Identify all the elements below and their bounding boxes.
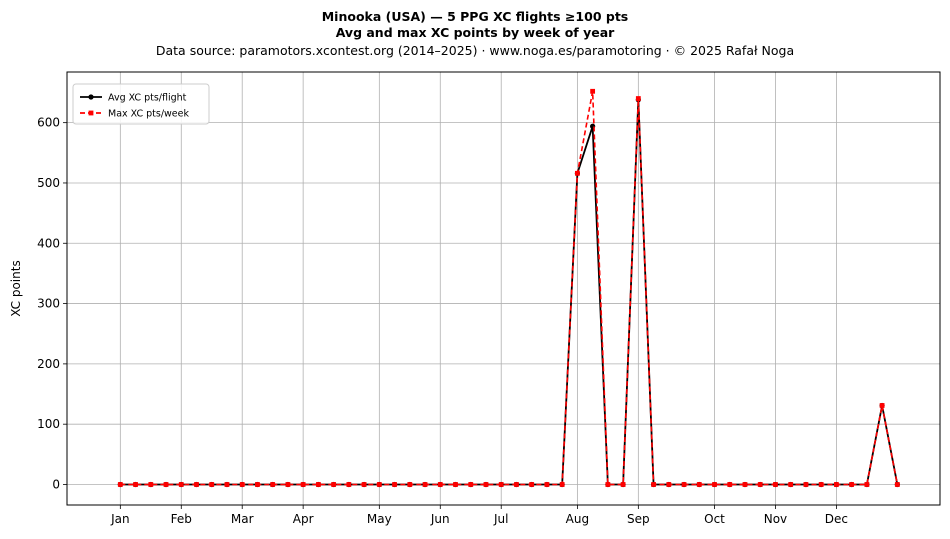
x-tick-label: Aug	[566, 512, 589, 526]
x-tick-label: Jul	[493, 512, 508, 526]
data-point	[361, 482, 367, 487]
data-point	[574, 170, 580, 176]
data-point	[315, 482, 321, 487]
data-point	[514, 482, 519, 487]
chart-title: Minooka (USA) — 5 PPG XC flights ≥100 pt…	[322, 9, 629, 24]
data-point	[163, 482, 169, 487]
data-point	[224, 482, 230, 487]
data-point	[285, 482, 291, 487]
data-point	[833, 482, 839, 487]
data-point	[788, 482, 794, 487]
data-point	[590, 88, 596, 94]
data-point	[148, 482, 154, 487]
series-layer	[117, 88, 900, 488]
y-tick-label: 200	[37, 357, 60, 371]
data-point	[773, 482, 778, 487]
legend-entry: Avg XC pts/flight	[80, 93, 187, 104]
data-point	[681, 482, 687, 487]
data-point	[468, 482, 474, 487]
data-point	[178, 482, 184, 487]
y-tick-label: 400	[37, 236, 60, 250]
x-tick-label: Nov	[764, 512, 787, 526]
data-point	[270, 482, 276, 487]
grid	[67, 72, 940, 505]
series-line	[120, 99, 899, 486]
legend-box	[72, 83, 210, 125]
data-point	[117, 482, 123, 487]
series-avg	[117, 97, 900, 488]
data-point	[879, 403, 885, 408]
x-tick-label: Jun	[430, 512, 450, 526]
legend-label: Avg XC pts/flight	[108, 93, 187, 104]
data-point	[407, 482, 413, 487]
legend-label: Max XC pts/week	[108, 109, 189, 120]
data-point	[803, 482, 809, 487]
data-point	[757, 482, 763, 487]
legend: Avg XC pts/flight Max XC pts/week	[72, 83, 210, 125]
x-tick-label: Oct	[704, 512, 725, 526]
data-point	[742, 482, 748, 487]
data-point	[894, 482, 900, 487]
y-tick-label: 600	[37, 116, 60, 130]
y-tick-label: 100	[37, 417, 60, 431]
chart-source-note: Data source: paramotors.xcontest.org (20…	[156, 43, 794, 58]
x-tick-label: Jan	[110, 512, 130, 526]
series-max	[117, 88, 900, 487]
data-point	[864, 482, 870, 487]
series-line	[120, 91, 899, 486]
data-point	[376, 482, 382, 487]
data-point	[133, 482, 138, 487]
data-point	[651, 482, 656, 487]
data-point	[422, 482, 428, 487]
x-tick-label: Sep	[627, 512, 650, 526]
data-point	[209, 482, 215, 487]
legend-marker	[88, 110, 94, 116]
data-point	[453, 482, 458, 487]
data-point	[818, 482, 824, 487]
legend-marker	[88, 94, 94, 100]
data-point	[696, 482, 702, 487]
x-tick-label: Mar	[231, 512, 254, 526]
x-tick-label: Apr	[293, 512, 314, 526]
data-point	[239, 482, 245, 487]
data-point	[255, 482, 260, 487]
y-tick-label: 0	[52, 477, 60, 491]
y-axis-label: XC points	[9, 260, 23, 316]
y-tick-label: 300	[37, 297, 60, 311]
data-point	[635, 96, 641, 101]
legend-entry: Max XC pts/week	[80, 109, 189, 120]
data-point	[849, 482, 855, 487]
x-tick-label: May	[367, 512, 392, 526]
data-point	[666, 482, 672, 487]
data-point	[346, 482, 352, 487]
data-point	[529, 482, 535, 487]
data-point	[559, 482, 565, 487]
chart-subtitle: Avg and max XC points by week of year	[336, 25, 615, 40]
data-point	[331, 482, 337, 487]
data-point	[392, 482, 397, 487]
data-point	[620, 482, 626, 487]
data-point	[498, 482, 504, 487]
plot-frame	[66, 71, 941, 506]
x-tick-label: Feb	[171, 512, 192, 526]
x-tick-label: Dec	[825, 512, 848, 526]
data-point	[712, 482, 717, 487]
data-point	[194, 482, 199, 487]
axes: Jan Feb Mar Apr May Jun Jul Aug Sep Oct Nov Dec 0 100…	[37, 116, 848, 526]
data-point	[483, 482, 489, 487]
data-point	[727, 482, 733, 487]
data-point	[605, 482, 611, 487]
y-tick-label: 500	[37, 176, 60, 190]
data-point	[300, 482, 306, 487]
data-point	[544, 482, 550, 487]
data-point	[437, 482, 443, 487]
